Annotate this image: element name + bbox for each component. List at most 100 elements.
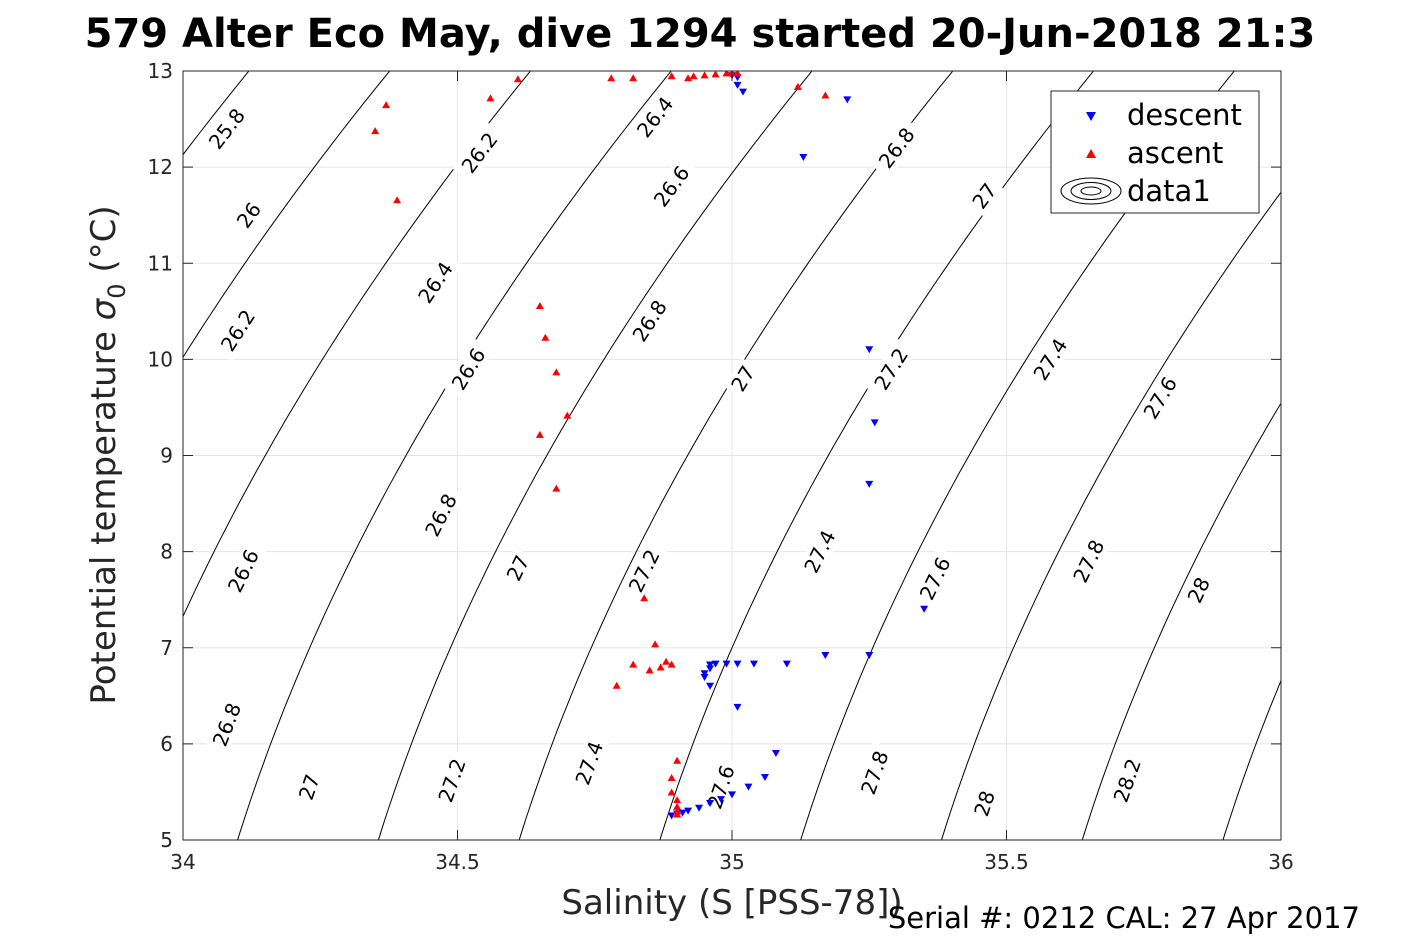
ascent-point	[793, 82, 802, 90]
ascent-point	[552, 484, 561, 492]
ascent-point	[821, 91, 830, 99]
descent-point	[706, 665, 715, 673]
descent-point	[744, 783, 753, 791]
descent-point	[865, 480, 874, 488]
descent-point	[695, 804, 704, 812]
x-tick-label: 34	[170, 850, 195, 874]
descent-point	[865, 651, 874, 659]
serial-calibration-note: Serial #: 0212 CAL: 27 Apr 2017	[888, 901, 1360, 935]
legend-contour-icon	[1060, 177, 1122, 205]
legend-contour-label: data1	[1127, 174, 1211, 208]
figure-title: 579 Alter Eco May, dive 1294 started 20-…	[85, 11, 1316, 57]
descent-point	[733, 660, 742, 668]
x-tick-label: 35.5	[984, 850, 1029, 874]
descent-point	[738, 88, 747, 96]
descent-point	[865, 346, 874, 354]
ascent-point	[673, 810, 682, 818]
y-tick-label: 7	[160, 636, 173, 660]
descent-point	[722, 660, 731, 668]
isopycnal-line	[659, 71, 1095, 840]
legend-descent-label: descent	[1127, 98, 1242, 132]
y-tick-label: 11	[148, 251, 173, 275]
ascent-point	[662, 657, 671, 665]
x-tick-label: 36	[1268, 850, 1293, 874]
y-tick-label: 6	[160, 732, 173, 756]
descent-point	[728, 791, 736, 799]
descent-point	[733, 81, 742, 89]
ascent-point	[563, 411, 572, 419]
data-points	[371, 71, 929, 820]
x-axis-label: Salinity (S [PSS-78])	[561, 883, 902, 923]
ascent-point	[733, 71, 742, 77]
ascent-point	[667, 774, 676, 782]
descent-point	[771, 749, 780, 757]
ascent-point	[673, 756, 682, 764]
contour-label: 27	[964, 175, 1005, 217]
ascent-point	[640, 594, 649, 602]
ascent-point	[629, 660, 638, 668]
descent-point	[870, 419, 879, 427]
ascent-point	[673, 802, 682, 810]
legend-ascent-marker	[1086, 149, 1096, 158]
legend: descent ascent data1	[1050, 90, 1260, 214]
descent-point	[733, 703, 742, 711]
legend-ascent-label: ascent	[1127, 136, 1223, 170]
y-tick-label: 12	[148, 155, 173, 179]
y-tick-label: 9	[160, 444, 173, 468]
descent-point	[706, 799, 715, 807]
y-tick-label: 10	[148, 347, 173, 371]
ascent-point	[513, 75, 522, 83]
ascent-point	[552, 368, 561, 376]
density-contours	[183, 33, 1417, 860]
ascent-point	[656, 663, 665, 671]
descent-point	[920, 605, 929, 613]
ascent-point	[535, 430, 544, 438]
x-tick-label: 34.5	[435, 850, 480, 874]
y-tick-label: 13	[148, 59, 173, 83]
ascent-point	[486, 94, 495, 102]
y-ticks: 5 6 7 8 9 10 11 12 13	[148, 59, 1281, 852]
ascent-point	[645, 666, 654, 674]
descent-point	[821, 651, 830, 659]
descent-point	[684, 807, 693, 815]
ascent-point	[535, 302, 544, 310]
descent-point	[843, 96, 852, 104]
ascent-point	[700, 71, 709, 79]
ascent-point	[651, 640, 660, 648]
descent-point	[700, 674, 709, 682]
isopycnal-line	[237, 71, 672, 840]
isopycnal-line	[377, 71, 813, 840]
isopycnal-line	[183, 71, 391, 359]
ascent-point	[629, 74, 638, 82]
isopycnal-line	[1222, 679, 1281, 840]
descent-point	[749, 660, 758, 668]
legend-descent-marker	[1086, 112, 1096, 121]
x-tick-label: 35	[719, 850, 744, 874]
ascent-point	[722, 71, 731, 77]
ascent-point	[371, 127, 380, 135]
descent-point	[706, 682, 715, 690]
isopycnal-line	[1358, 33, 1417, 860]
ascent-point	[689, 72, 698, 80]
legend-box	[1050, 90, 1260, 214]
isopycnal-line	[518, 71, 954, 840]
isopycnal-line	[940, 191, 1281, 840]
descent-point	[799, 154, 808, 162]
ascent-point	[684, 74, 693, 82]
ascent-point	[667, 72, 676, 80]
y-tick-label: 8	[160, 540, 173, 564]
descent-point	[782, 660, 791, 668]
descent-point	[706, 661, 715, 669]
y-axis-label: Potential temperature σ0 (°C)	[84, 205, 131, 704]
ascent-point	[673, 796, 682, 804]
y-tick-label: 5	[160, 828, 173, 852]
ascent-point	[667, 788, 676, 796]
ascent-point	[667, 660, 676, 668]
isopycnal-line	[1081, 402, 1281, 840]
descent-point	[717, 796, 726, 804]
ascent-point	[382, 101, 391, 109]
ascent-point	[612, 681, 621, 689]
ascent-point	[607, 74, 616, 82]
x-ticks: 34 34.5 35 35.5 36	[170, 71, 1294, 874]
